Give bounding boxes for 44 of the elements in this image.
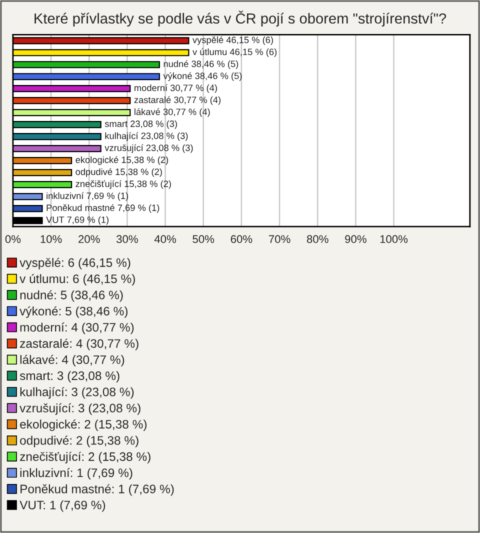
legend-label: lákavé: 4 (30,77 %) [20,354,124,366]
data-label: výkoné 38,46 % (5) [163,72,242,81]
x-tick-label: 0% [5,235,21,244]
data-label: Poněkud mastné 7,69 % (1) [46,204,160,213]
legend-label: nudné: 5 (38,46 %) [20,290,123,302]
x-tick-label: 60% [230,235,252,244]
data-label: lákavé 30,77 % (4) [134,108,210,117]
x-tick-label: 30% [116,235,138,244]
legend-label: znečišťující: 2 (15,38 %) [20,452,150,464]
data-label: nudné 38,46 % (5) [164,60,238,69]
data-label: znečišťující 15,38 % (2) [76,180,171,189]
data-label: vzrušující 23,08 % (3) [104,144,193,153]
x-tick-label: 20% [78,235,100,244]
legend-label: vzrušující: 3 (23,08 %) [20,403,140,415]
data-label: odpudivé 15,38 % (2) [76,168,162,177]
x-tick-label: 70% [268,235,290,244]
data-label: smart 23,08 % (3) [104,120,177,129]
data-label: kulhající 23,08 % (3) [105,132,188,141]
legend-label: inkluzivní: 1 (7,69 %) [20,468,132,480]
data-label: vyspělé 46,15 % (6) [192,36,273,45]
data-label: inkluzivní 7,69 % (1) [46,192,128,201]
x-tick-label: 50% [192,235,214,244]
x-tick-label: 40% [154,235,176,244]
data-label: VUT 7,69 % (1) [46,216,108,225]
legend-label: vyspělé: 6 (46,15 %) [20,258,130,270]
data-label: v útlumu 46,15 % (6) [192,48,277,57]
data-label: ekologické 15,38 % (2) [76,156,168,165]
legend-label: VUT: 1 (7,69 %) [20,500,106,512]
data-label: zastaralé 30,77 % (4) [134,96,220,105]
legend-label: odpudivé: 2 (15,38 %) [20,436,138,448]
legend-label: výkoné: 5 (38,46 %) [20,306,128,318]
chart-title: Které přívlastky se podle vás v ČR pojí s oborem "strojírenství"? [34,10,446,27]
x-tick-label: 10% [40,235,62,244]
legend-label: ekologické: 2 (15,38 %) [20,419,147,432]
legend-label: zastaralé: 4 (30,77 %) [20,338,138,350]
legend-label: moderní: 4 (30,77 %) [20,322,134,334]
data-label: moderní 30,77 % (4) [134,84,217,93]
legend-label: smart: 3 (23,08 %) [20,371,120,382]
x-tick-label: 90% [345,235,366,244]
legend-label: v útlumu: 6 (46,15 %) [20,274,135,286]
x-tick-label: 100% [380,235,408,244]
legend-label: Poněkud mastné: 1 (7,69 %) [20,484,174,496]
legend-label: kulhající: 3 (23,08 %) [20,387,134,399]
x-tick-label: 80% [306,235,328,244]
